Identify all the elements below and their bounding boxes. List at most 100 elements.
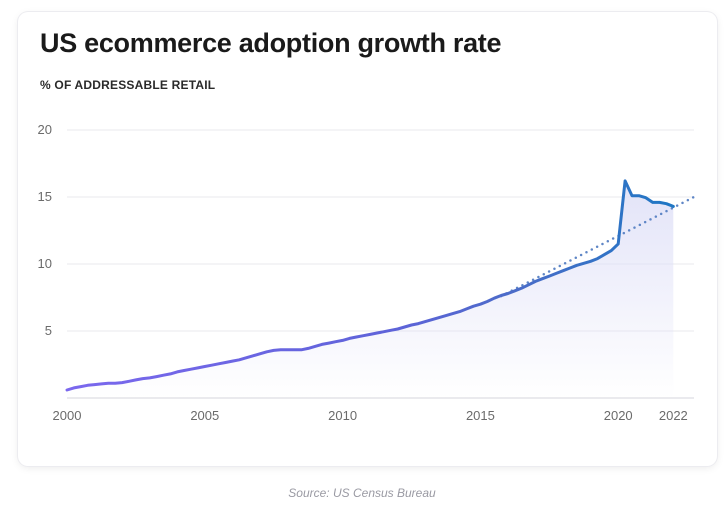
data-point: [652, 202, 653, 203]
data-point: [184, 370, 185, 371]
data-point: [666, 203, 667, 204]
data-point: [239, 359, 240, 360]
data-point: [122, 382, 123, 383]
data-point: [645, 197, 646, 198]
data-point: [287, 349, 288, 350]
source-note: Source: US Census Bureau: [288, 486, 436, 500]
data-point: [439, 317, 440, 318]
data-point: [377, 332, 378, 333]
data-point: [390, 330, 391, 331]
data-point: [101, 383, 102, 384]
data-point: [480, 304, 481, 305]
x-tick-label: 2022: [659, 408, 688, 423]
data-point: [280, 349, 281, 350]
data-point: [232, 361, 233, 362]
x-tick-label: 2010: [328, 408, 357, 423]
chart-title: US ecommerce adoption growth rate: [40, 28, 502, 58]
data-point: [349, 338, 350, 339]
data-point: [218, 363, 219, 364]
y-axis: 5 10 15 20: [38, 122, 52, 338]
data-point: [625, 180, 626, 181]
data-point: [569, 267, 570, 268]
data-point: [190, 369, 191, 370]
data-point: [466, 308, 467, 309]
data-point: [246, 357, 247, 358]
data-point: [308, 348, 309, 349]
chart-subtitle: % OF ADDRESSABLE RETAIL: [40, 78, 216, 92]
x-axis: 2000 2005 2010 2015 2020 2022: [53, 408, 688, 423]
data-point: [597, 258, 598, 259]
data-point: [321, 344, 322, 345]
data-point: [535, 281, 536, 282]
data-point: [149, 377, 150, 378]
x-tick-label: 2015: [466, 408, 495, 423]
data-point: [521, 288, 522, 289]
data-point: [576, 265, 577, 266]
data-point: [459, 311, 460, 312]
x-tick-label: 2005: [190, 408, 219, 423]
data-point: [556, 273, 557, 274]
data-point: [156, 376, 157, 377]
data-point: [301, 349, 302, 350]
data-point: [128, 381, 129, 382]
data-point: [335, 341, 336, 342]
area-fill: [67, 180, 674, 398]
data-point: [342, 340, 343, 341]
data-point: [328, 343, 329, 344]
data-point: [397, 328, 398, 329]
data-point: [356, 336, 357, 337]
data-point: [294, 349, 295, 350]
data-point: [177, 371, 178, 372]
data-point: [638, 195, 639, 196]
y-tick-label: 15: [38, 189, 52, 204]
data-point: [66, 389, 67, 390]
data-point: [590, 261, 591, 262]
data-point: [383, 331, 384, 332]
data-point: [163, 375, 164, 376]
data-point: [425, 321, 426, 322]
data-point: [487, 301, 488, 302]
data-point: [252, 355, 253, 356]
data-point: [314, 346, 315, 347]
data-point: [370, 334, 371, 335]
data-point: [135, 379, 136, 380]
data-point: [73, 387, 74, 388]
data-point: [142, 378, 143, 379]
data-point: [108, 383, 109, 384]
data-point: [87, 385, 88, 386]
y-tick-label: 5: [45, 323, 52, 338]
data-point: [563, 270, 564, 271]
data-point: [631, 195, 632, 196]
adoption-line: [65, 179, 675, 392]
y-tick-label: 10: [38, 256, 52, 271]
data-point: [473, 306, 474, 307]
data-point: [363, 335, 364, 336]
data-point: [80, 386, 81, 387]
data-point: [659, 202, 660, 203]
data-point: [452, 313, 453, 314]
data-point: [611, 250, 612, 251]
data-point: [259, 353, 260, 354]
data-point: [204, 366, 205, 367]
data-point: [583, 263, 584, 264]
data-point: [445, 315, 446, 316]
data-point: [404, 326, 405, 327]
data-point: [494, 298, 495, 299]
data-point: [432, 319, 433, 320]
line-chart: 5 10 15 20 2000 2005 2010 2015 2020 2022: [38, 122, 696, 423]
data-point: [507, 293, 508, 294]
data-point: [501, 295, 502, 296]
data-point: [211, 365, 212, 366]
y-tick-label: 20: [38, 122, 52, 137]
data-point: [418, 323, 419, 324]
data-point: [170, 373, 171, 374]
data-point: [197, 367, 198, 368]
data-point: [528, 284, 529, 285]
data-point: [673, 206, 674, 207]
x-tick-label: 2000: [53, 408, 82, 423]
data-point: [542, 278, 543, 279]
trend-line: [499, 195, 696, 298]
x-tick-label: 2020: [604, 408, 633, 423]
data-point: [604, 254, 605, 255]
data-point: [411, 324, 412, 325]
